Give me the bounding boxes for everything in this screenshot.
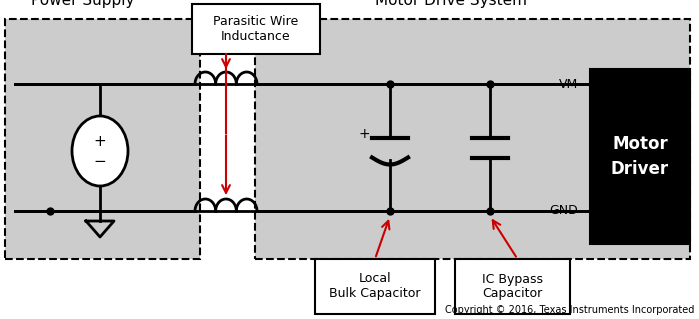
Text: −: − bbox=[94, 153, 106, 168]
Text: GND: GND bbox=[549, 204, 578, 218]
Bar bbox=[192, 4, 320, 54]
Bar bbox=[590, 69, 690, 244]
Text: Copyright © 2016, Texas Instruments Incorporated: Copyright © 2016, Texas Instruments Inco… bbox=[445, 305, 694, 315]
Text: +: + bbox=[358, 127, 370, 140]
Text: VM: VM bbox=[559, 78, 578, 91]
Text: Parasitic Wire
Inductance: Parasitic Wire Inductance bbox=[213, 15, 298, 43]
Text: +: + bbox=[94, 133, 106, 149]
Bar bbox=[455, 259, 570, 314]
Bar bbox=[255, 19, 690, 259]
Text: Power Supply: Power Supply bbox=[31, 0, 135, 9]
Text: Motor Drive System: Motor Drive System bbox=[375, 0, 527, 9]
Text: IC Bypass
Capacitor: IC Bypass Capacitor bbox=[482, 272, 543, 300]
Bar bbox=[5, 19, 200, 259]
Ellipse shape bbox=[72, 116, 128, 186]
Text: Motor
Driver: Motor Driver bbox=[611, 135, 669, 178]
Text: Local
Bulk Capacitor: Local Bulk Capacitor bbox=[329, 272, 421, 300]
Bar bbox=[315, 259, 435, 314]
